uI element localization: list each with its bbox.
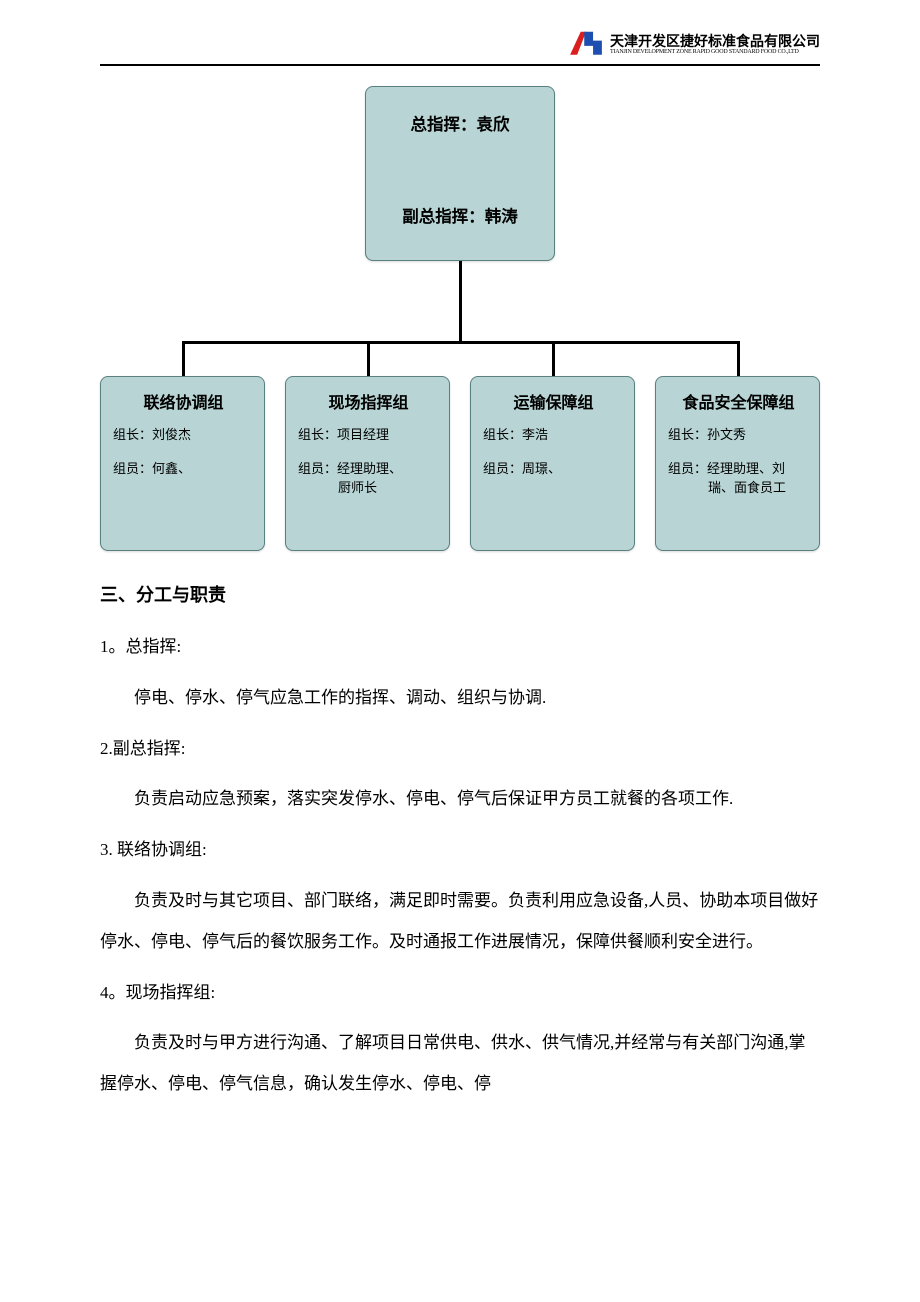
connector-drop-0 bbox=[182, 341, 185, 376]
item-4-text: 负责及时与甲方进行沟通、了解项目日常供电、供水、供气情况,并经常与有关部门沟通,… bbox=[100, 1023, 820, 1105]
company-logo-icon bbox=[568, 30, 604, 60]
org-chart: 总指挥：袁欣 副总指挥：韩涛 联络协调组 组长：刘俊杰 组员：何鑫、 现场指挥组… bbox=[100, 86, 820, 556]
child-members: 组员：周璟、 bbox=[483, 459, 624, 479]
child-members: 组员：何鑫、 bbox=[113, 459, 254, 479]
company-logo-block: 天津开发区捷好标准食品有限公司 TIANJIN DEVELOPMENT ZONE… bbox=[568, 30, 820, 60]
section-heading: 三、分工与职责 bbox=[100, 581, 820, 607]
item-1-head: 1。总指挥: bbox=[100, 627, 820, 668]
page-header: 天津开发区捷好标准食品有限公司 TIANJIN DEVELOPMENT ZONE… bbox=[100, 30, 820, 66]
org-child-box-2: 运输保障组 组长：李浩 组员：周璟、 bbox=[470, 376, 635, 551]
child-title: 食品安全保障组 bbox=[668, 389, 809, 413]
company-name-cn: 天津开发区捷好标准食品有限公司 bbox=[610, 34, 820, 49]
item-2-text: 负责启动应急预案，落实突发停水、停电、停气后保证甲方员工就餐的各项工作. bbox=[100, 779, 820, 820]
company-name: 天津开发区捷好标准食品有限公司 TIANJIN DEVELOPMENT ZONE… bbox=[610, 34, 820, 56]
child-members: 组员：经理助理、 厨师长 bbox=[298, 459, 439, 498]
deputy-commander-label: 副总指挥：韩涛 bbox=[376, 203, 544, 227]
org-child-box-3: 食品安全保障组 组长：孙文秀 组员：经理助理、刘 瑞、面食员工 bbox=[655, 376, 820, 551]
connector-drop-2 bbox=[552, 341, 555, 376]
item-2-head: 2.副总指挥: bbox=[100, 729, 820, 770]
item-1-text: 停电、停水、停气应急工作的指挥、调动、组织与协调. bbox=[100, 678, 820, 719]
child-title: 运输保障组 bbox=[483, 389, 624, 413]
connector-drop-3 bbox=[737, 341, 740, 376]
child-members: 组员：经理助理、刘 瑞、面食员工 bbox=[668, 459, 809, 498]
org-top-box: 总指挥：袁欣 副总指挥：韩涛 bbox=[365, 86, 555, 261]
child-leader: 组长：李浩 bbox=[483, 425, 624, 445]
org-child-box-1: 现场指挥组 组长：项目经理 组员：经理助理、 厨师长 bbox=[285, 376, 450, 551]
item-3-text: 负责及时与其它项目、部门联络，满足即时需要。负责利用应急设备,人员、协助本项目做… bbox=[100, 881, 820, 963]
commander-label: 总指挥：袁欣 bbox=[376, 111, 544, 135]
connector-vertical-top bbox=[459, 261, 462, 341]
child-leader: 组长：孙文秀 bbox=[668, 425, 809, 445]
child-title: 现场指挥组 bbox=[298, 389, 439, 413]
item-3-head: 3. 联络协调组: bbox=[100, 830, 820, 871]
company-name-en: TIANJIN DEVELOPMENT ZONE RAPID GOOD STAN… bbox=[610, 49, 820, 56]
child-title: 联络协调组 bbox=[113, 389, 254, 413]
connector-drop-1 bbox=[367, 341, 370, 376]
child-leader: 组长：项目经理 bbox=[298, 425, 439, 445]
child-leader: 组长：刘俊杰 bbox=[113, 425, 254, 445]
org-child-box-0: 联络协调组 组长：刘俊杰 组员：何鑫、 bbox=[100, 376, 265, 551]
item-4-head: 4。现场指挥组: bbox=[100, 973, 820, 1014]
connector-horizontal bbox=[182, 341, 738, 344]
